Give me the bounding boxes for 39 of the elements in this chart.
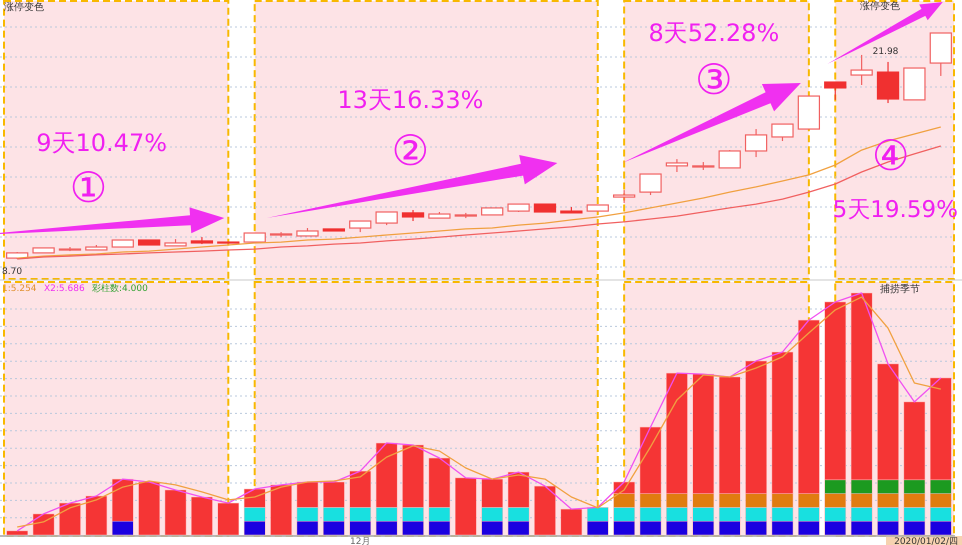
bar: [218, 502, 240, 536]
candlestick: [375, 211, 398, 226]
annotation: ③: [695, 55, 733, 104]
candlestick: [639, 173, 662, 196]
candlestick: [771, 123, 794, 142]
text: 涨停变色: [860, 0, 900, 12]
candlestick: [402, 209, 424, 222]
bar: [270, 484, 292, 536]
annotation: 21.98: [872, 47, 899, 57]
annotation: 9天10.47%: [36, 129, 168, 157]
bar: [86, 496, 108, 536]
annotation: 5天19.59%: [832, 197, 958, 223]
annotation: 捕捞季节: [880, 283, 920, 295]
candlestick: [824, 81, 846, 100]
bar: [191, 496, 213, 536]
candlestick: [666, 158, 688, 173]
bar: [534, 486, 556, 536]
candlestick: [349, 220, 372, 233]
candlestick: [612, 189, 636, 204]
bar: [560, 508, 582, 536]
annotation: ①: [70, 163, 108, 212]
bar: [6, 530, 28, 536]
annotation: 彩柱数:4.000: [92, 283, 148, 294]
bar: [59, 502, 81, 536]
text: 8.70: [2, 267, 22, 277]
bar: [455, 478, 477, 536]
annotation: 8天52.28%: [648, 19, 780, 47]
candlestick: [244, 232, 266, 243]
bar: [138, 482, 160, 536]
text: 12月: [350, 537, 370, 545]
candlestick: [718, 149, 741, 169]
annotation: 13天16.33%: [337, 86, 484, 114]
candlestick: [744, 128, 768, 158]
text: 涨停变色: [4, 1, 44, 13]
annotation: X2:5.686: [44, 284, 85, 294]
bar: [164, 490, 186, 536]
annotation: ②: [392, 126, 430, 175]
text: 2020/01/02/四: [894, 537, 958, 545]
candlestick: [850, 54, 873, 86]
